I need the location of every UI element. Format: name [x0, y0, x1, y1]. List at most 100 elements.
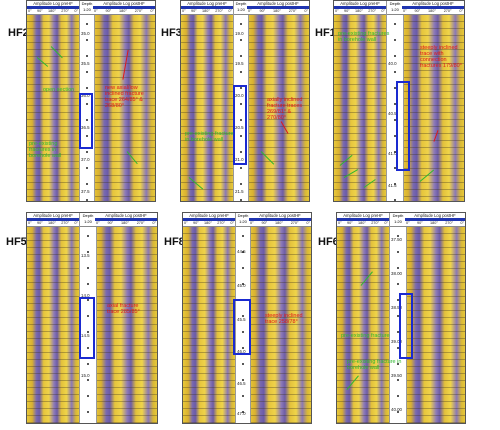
depth-tick [87, 267, 90, 269]
annotation: axially inclined fracture traces 269/81°… [267, 97, 303, 121]
annotation: open section [43, 87, 75, 93]
depth-tick [240, 23, 243, 25]
annotation: pre-existing fracture [341, 333, 390, 339]
depth-tick [87, 299, 90, 301]
panel-label: HF2 [8, 27, 29, 39]
depth-tick [242, 379, 245, 381]
depth-tick [87, 363, 90, 365]
depth-tick [397, 299, 400, 301]
panel-label: HF6 [318, 236, 339, 248]
depth-tick [397, 235, 400, 237]
depth-tick [394, 55, 397, 57]
depth-tick [394, 151, 397, 153]
selection-box [233, 299, 251, 355]
depth-tick [242, 251, 245, 253]
depth-tick [397, 395, 400, 397]
panel-label: HF5 [6, 236, 27, 248]
log-frame: Amplitude Log preHF 0° 90° 180° 270° 0° Dept… [333, 0, 465, 202]
depth-tick [240, 103, 243, 105]
depth-tick [394, 119, 397, 121]
annotation: pre-existing fractures in borehole wall [29, 141, 62, 159]
annotation: pre-existing fractures in borehole wall [338, 31, 390, 43]
depth-tick [242, 411, 245, 413]
depth-tick [242, 283, 245, 285]
depth-tick [397, 347, 400, 349]
depth-tick [394, 103, 397, 105]
annotation: pre-existing fracture in borehole wall [185, 131, 234, 143]
depth-tick [87, 347, 90, 349]
log-frame: Amplitude Log preHF 0° 90° 180° 270° 0° Dept… [26, 0, 156, 202]
depth-tick [240, 55, 243, 57]
depth-tick [86, 199, 89, 201]
depth-tick [242, 235, 245, 237]
annotation: pre-existing fracture in borehole wall [347, 359, 402, 371]
depth-tick [394, 183, 397, 185]
depth-tick [86, 23, 89, 25]
depth-tick [87, 331, 90, 333]
annotation: steeply inclined trace with connection f… [420, 45, 462, 69]
posthf-header: Amplitude Log postHF [103, 1, 145, 6]
depth-tick [86, 87, 89, 89]
depth-tick [87, 251, 90, 253]
depth-tick [394, 23, 397, 25]
selection-box [79, 93, 93, 149]
log-frame: Amplitude Log preHF 0° 90° 180° 270° 0° Dept… [180, 0, 310, 202]
depth-tick [394, 87, 397, 89]
depth-tick [394, 167, 397, 169]
depth-tick [87, 411, 90, 413]
depth-tick [86, 119, 89, 121]
depth-tick [240, 135, 243, 137]
depth-tick [242, 347, 245, 349]
depth-tick [242, 331, 245, 333]
depth-tick [86, 55, 89, 57]
depth-tick [240, 199, 243, 201]
log-frame: Amplitude Log preHF 0° 90° 180° 270° 0° Dept… [26, 212, 158, 424]
depth-tick [87, 283, 90, 285]
depth-tick [397, 331, 400, 333]
depth-tick [242, 267, 245, 269]
depth-tick [86, 71, 89, 73]
depth-tick [240, 167, 243, 169]
depth-tick [86, 39, 89, 41]
depth-tick [242, 315, 245, 317]
depth-tick [394, 71, 397, 73]
annotation: new axial/low inclined fracture trace 26… [105, 85, 144, 109]
selection-box [399, 293, 413, 359]
depth-tick [397, 411, 400, 413]
log-frame: Amplitude Log preHF 0° 90° 180° 270° 0° Dept… [336, 212, 466, 424]
depth-tick [397, 363, 400, 365]
depth-tick [397, 251, 400, 253]
depth-tick [240, 119, 243, 121]
prehf-header: Amplitude Log preHF [33, 1, 73, 6]
depth-tick [86, 183, 89, 185]
posthf-track: Amplitude Log postHF 0° 90° 180° 270° 0° [93, 1, 155, 201]
depth-tick [86, 135, 89, 137]
panel-label: HF1 [315, 27, 336, 39]
depth-tick [242, 363, 245, 365]
depth-tick [397, 379, 400, 381]
depth-tick [240, 71, 243, 73]
selection-box [233, 85, 247, 165]
depth-tick [86, 103, 89, 105]
depth-tick [86, 151, 89, 153]
depth-tick [87, 235, 90, 237]
prehf-track: Amplitude Log preHF 0° 90° 180° 270° 0° [27, 1, 79, 201]
annotation: axial fracture trace 285/85° [107, 303, 140, 315]
panel-label: HF3 [161, 27, 182, 39]
depth-tick [87, 395, 90, 397]
annotation: steeply inclined trace 258/78° [265, 313, 303, 325]
depth-tick [86, 167, 89, 169]
depth-tick [397, 315, 400, 317]
depth-tick [397, 267, 400, 269]
depth-tick [87, 379, 90, 381]
depth-tick [240, 87, 243, 89]
depth-tick [394, 39, 397, 41]
depth-tick [240, 151, 243, 153]
depth-tick [242, 395, 245, 397]
panel-label: HF8 [164, 236, 185, 248]
depth-tick [394, 135, 397, 137]
log-frame: Amplitude Log preHF 0° 90° 180° 270° 0° Dept… [182, 212, 312, 424]
selection-box [79, 297, 95, 359]
depth-tick [397, 283, 400, 285]
selection-box [396, 81, 410, 171]
